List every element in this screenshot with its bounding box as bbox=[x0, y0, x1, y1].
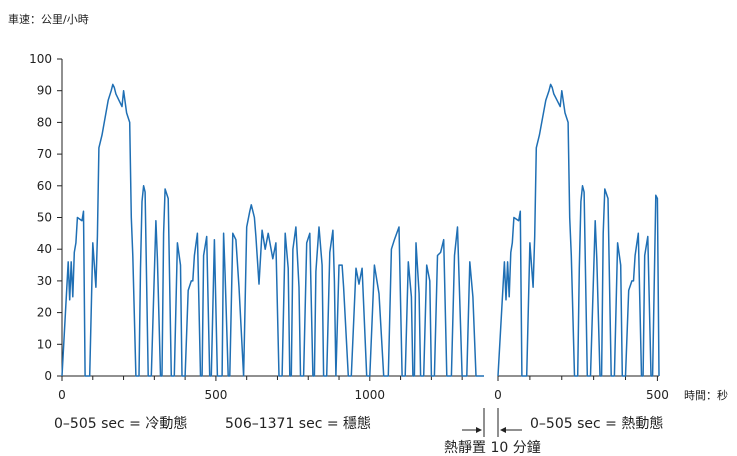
x-tick-label-0-0: 0 bbox=[58, 388, 66, 402]
y-tick-label-90: 90 bbox=[37, 84, 52, 98]
y-axis-label: 車速：公里/小時 bbox=[8, 12, 89, 26]
annotation-stable: 506–1371 sec = 穩態 bbox=[225, 416, 371, 432]
annotation-hot-soak: 熱靜置 10 分鐘 bbox=[444, 439, 541, 456]
y-tick-label-100: 100 bbox=[29, 52, 52, 66]
y-tick-label-30: 30 bbox=[37, 274, 52, 288]
x-tick-label-0-500: 500 bbox=[204, 388, 227, 402]
soak-arrow-right-head bbox=[500, 427, 506, 433]
y-tick-label-60: 60 bbox=[37, 179, 52, 193]
speed-series-line-1 bbox=[497, 83, 660, 377]
y-tick-label-10: 10 bbox=[37, 337, 52, 351]
y-tick-label-20: 20 bbox=[37, 306, 52, 320]
x-tick-label-1-500: 500 bbox=[646, 388, 669, 402]
y-axis: 0 10 20 30 40 50 60 70 80 90 100 bbox=[29, 52, 63, 383]
panel-main: 0 500 1000 bbox=[58, 83, 484, 402]
panel-hot: 0 500 bbox=[494, 83, 669, 402]
y-tick-label-80: 80 bbox=[37, 115, 52, 129]
annotation-cold-transient: 0–505 sec = 冷動態 bbox=[54, 416, 187, 432]
y-tick-label-50: 50 bbox=[37, 211, 52, 225]
y-tick-label-40: 40 bbox=[37, 242, 52, 256]
y-tick-label-70: 70 bbox=[37, 147, 52, 161]
x-axis-label: 時間：秒 bbox=[684, 388, 728, 402]
x-tick-label-1-0: 0 bbox=[494, 388, 502, 402]
y-tick-label-0: 0 bbox=[44, 369, 52, 383]
annotation-hot-transient: 0–505 sec = 熱動態 bbox=[530, 416, 663, 432]
soak-arrow-left-head bbox=[476, 427, 482, 433]
speed-series-line-0 bbox=[61, 83, 484, 377]
soak-marker bbox=[462, 408, 522, 437]
x-tick-label-0-1000: 1000 bbox=[355, 388, 386, 402]
